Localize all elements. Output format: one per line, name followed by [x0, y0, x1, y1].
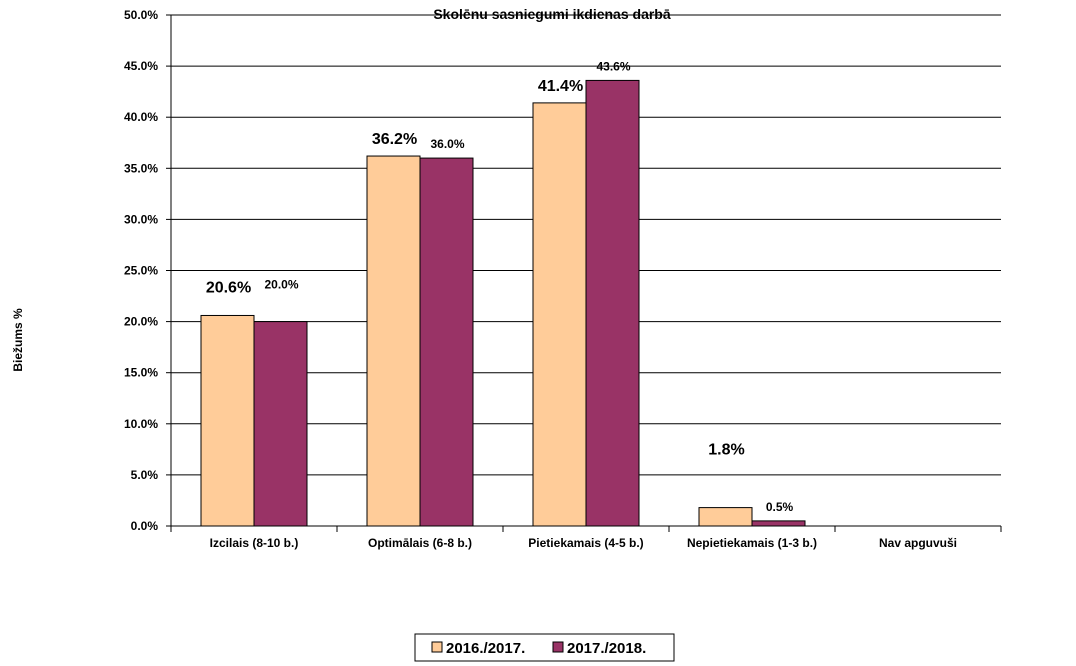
data-label: 36.2% — [372, 131, 417, 148]
x-category-label: Optimālais (6-8 b.) — [368, 536, 472, 550]
bar-2016./2017.-1 — [367, 156, 420, 526]
legend-label: 2016./2017. — [446, 640, 525, 657]
y-tick-label: 20.0% — [124, 315, 158, 329]
y-tick-label: 50.0% — [124, 8, 158, 22]
legend: 2016./2017. 2017./2018. — [415, 634, 674, 661]
legend-swatch — [553, 642, 563, 652]
y-tick-label: 45.0% — [124, 59, 158, 73]
x-category-label: Pietiekamais (4-5 b.) — [528, 536, 643, 550]
y-tick-label: 10.0% — [124, 417, 158, 431]
bar-2017./2018.-1 — [420, 158, 473, 526]
data-label: 20.0% — [264, 278, 298, 292]
y-tick-label: 30.0% — [124, 212, 158, 226]
bar-2016./2017.-0 — [201, 315, 254, 526]
y-tick-label: 15.0% — [124, 366, 158, 380]
data-label: 36.0% — [430, 137, 464, 151]
bar-2017./2018.-0 — [254, 322, 307, 526]
y-tick-label: 5.0% — [131, 468, 159, 482]
legend-swatch — [432, 642, 442, 652]
data-label: 43.6% — [596, 59, 630, 73]
bar-2016./2017.-3 — [699, 508, 752, 526]
bar-2017./2018.-3 — [752, 521, 805, 526]
y-tick-label: 25.0% — [124, 264, 158, 278]
x-category-label: Nepietiekamais (1-3 b.) — [687, 536, 817, 550]
x-category-label: Nav apguvuši — [879, 536, 957, 550]
data-label: 1.8% — [708, 442, 744, 459]
bar-2016./2017.-2 — [533, 103, 586, 526]
bar-2017./2018.-2 — [586, 80, 639, 526]
chart-title: Skolēnu sasniegumi ikdienas darbā — [433, 6, 671, 22]
bars — [201, 80, 805, 526]
data-label: 41.4% — [538, 78, 583, 95]
data-label: 20.6% — [206, 279, 251, 296]
y-tick-label: 35.0% — [124, 161, 158, 175]
y-tick-label: 0.0% — [131, 519, 159, 533]
x-category-label: Izcilais (8-10 b.) — [210, 536, 299, 550]
y-tick-label: 40.0% — [124, 110, 158, 124]
legend-label: 2017./2018. — [567, 640, 646, 657]
data-label: 0.5% — [766, 500, 794, 514]
y-axis-title: Biežums % — [11, 308, 25, 372]
